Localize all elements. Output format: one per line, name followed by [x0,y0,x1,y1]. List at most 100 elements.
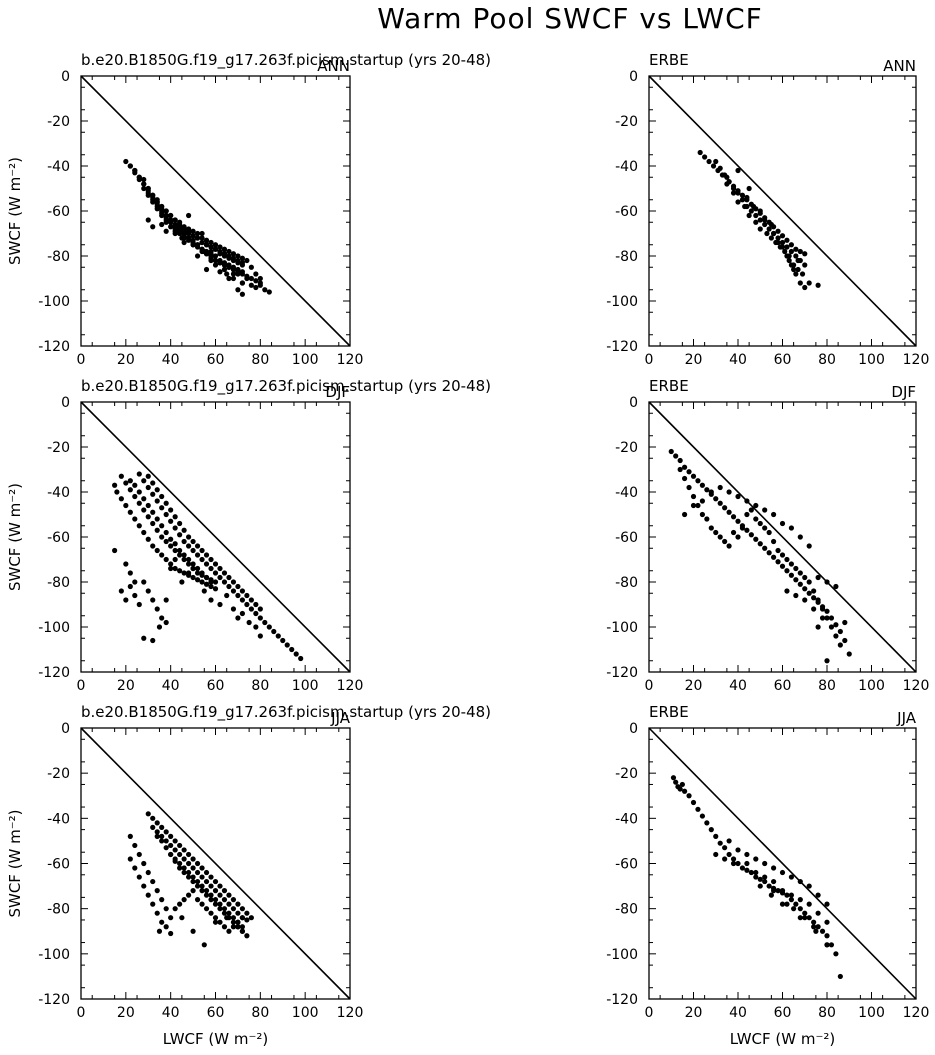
x-tick-label: 80 [251,352,269,368]
data-point [771,878,777,885]
data-point [695,502,701,509]
y-tick-label: -80 [47,575,70,591]
data-point [186,556,192,563]
data-point [713,851,719,858]
data-point [824,608,830,614]
data-point [194,235,201,241]
data-point [708,525,714,531]
data-point [226,275,232,282]
data-point [739,525,746,531]
data-point [221,910,228,916]
data-point [717,534,723,540]
data-point [150,637,156,644]
data-point [244,601,250,608]
y-tick-label: -120 [38,339,70,355]
data-point [746,212,752,219]
data-point [690,473,697,479]
data-point [239,255,245,261]
x-tick-label: 60 [207,678,225,694]
data-point [150,509,156,515]
data-point [177,865,183,871]
data-point [744,867,750,873]
data-point [230,251,237,257]
data-point [730,529,737,536]
data-point [239,906,245,912]
data-point [806,883,812,889]
data-point [748,208,754,214]
data-point [824,615,830,621]
data-point [132,579,138,585]
data-point [136,601,142,608]
data-point [168,561,174,567]
data-point [244,910,250,916]
data-point [230,906,237,912]
data-point [753,219,759,225]
data-point [177,228,183,234]
data-point [244,917,250,923]
data-point [695,806,701,812]
data-point [730,860,737,867]
data-point [230,588,237,594]
data-point [190,878,196,885]
data-point [179,235,185,241]
data-point [199,883,205,889]
data-point [194,883,201,889]
data-point [177,568,183,574]
data-point [208,897,214,903]
panel-title: b.e20.B1850G.f19_g17.263f.picism.startup… [81,377,491,396]
data-point [154,820,160,826]
data-point [208,556,214,563]
data-point [230,264,237,270]
data-point [699,511,706,518]
data-point [753,869,759,876]
scatter-panel: 0 20 40 60 80 100 120 0 -20 -40 -60 -80 -100 -120 ERBE… [606,703,929,1048]
data-point [828,615,835,621]
y-tick-label: -20 [615,766,638,782]
data-point [217,574,223,581]
data-point [127,856,133,862]
data-point [717,165,723,171]
data-point [150,543,156,549]
data-point [735,860,741,867]
data-point [797,897,803,903]
data-point [212,919,219,925]
data-point [239,260,245,266]
data-point [163,845,169,851]
data-point [194,230,201,237]
y-tick-label: -120 [38,992,70,1008]
data-point [159,833,165,840]
reference-line [80,401,351,673]
data-point [753,874,759,880]
data-point [257,282,263,288]
data-point [717,500,723,506]
data-point [784,556,790,563]
data-point [744,511,750,518]
reference-line [80,75,351,347]
scatter-panel: 0 20 40 60 80 100 120 0 -20 -40 -60 -80 -100 -120 ERBE… [606,51,929,368]
data-point [235,583,241,590]
data-point [221,888,228,894]
data-point [208,244,214,250]
data-point [226,262,232,268]
data-point [699,498,706,504]
data-point [168,915,174,921]
data-point [757,217,763,223]
data-point [168,507,174,513]
panel-season: DJF [325,383,350,401]
data-point [833,583,839,590]
data-point [253,278,259,284]
data-point [771,865,777,871]
data-point [145,869,151,876]
x-tick-label: 60 [774,352,792,368]
data-point [226,574,232,581]
data-point [163,511,169,518]
data-point [782,248,788,255]
x-tick-label: 0 [645,678,654,694]
data-point [679,781,685,788]
data-point [190,865,196,871]
data-point [123,158,129,165]
panel-season: JJA [896,709,917,727]
data-point [806,590,812,596]
scatter-panel: 0 20 40 60 80 100 120 0 -20 -40 -60 -80 -100 -120 b.e2… [6,377,491,694]
data-point [150,480,156,486]
